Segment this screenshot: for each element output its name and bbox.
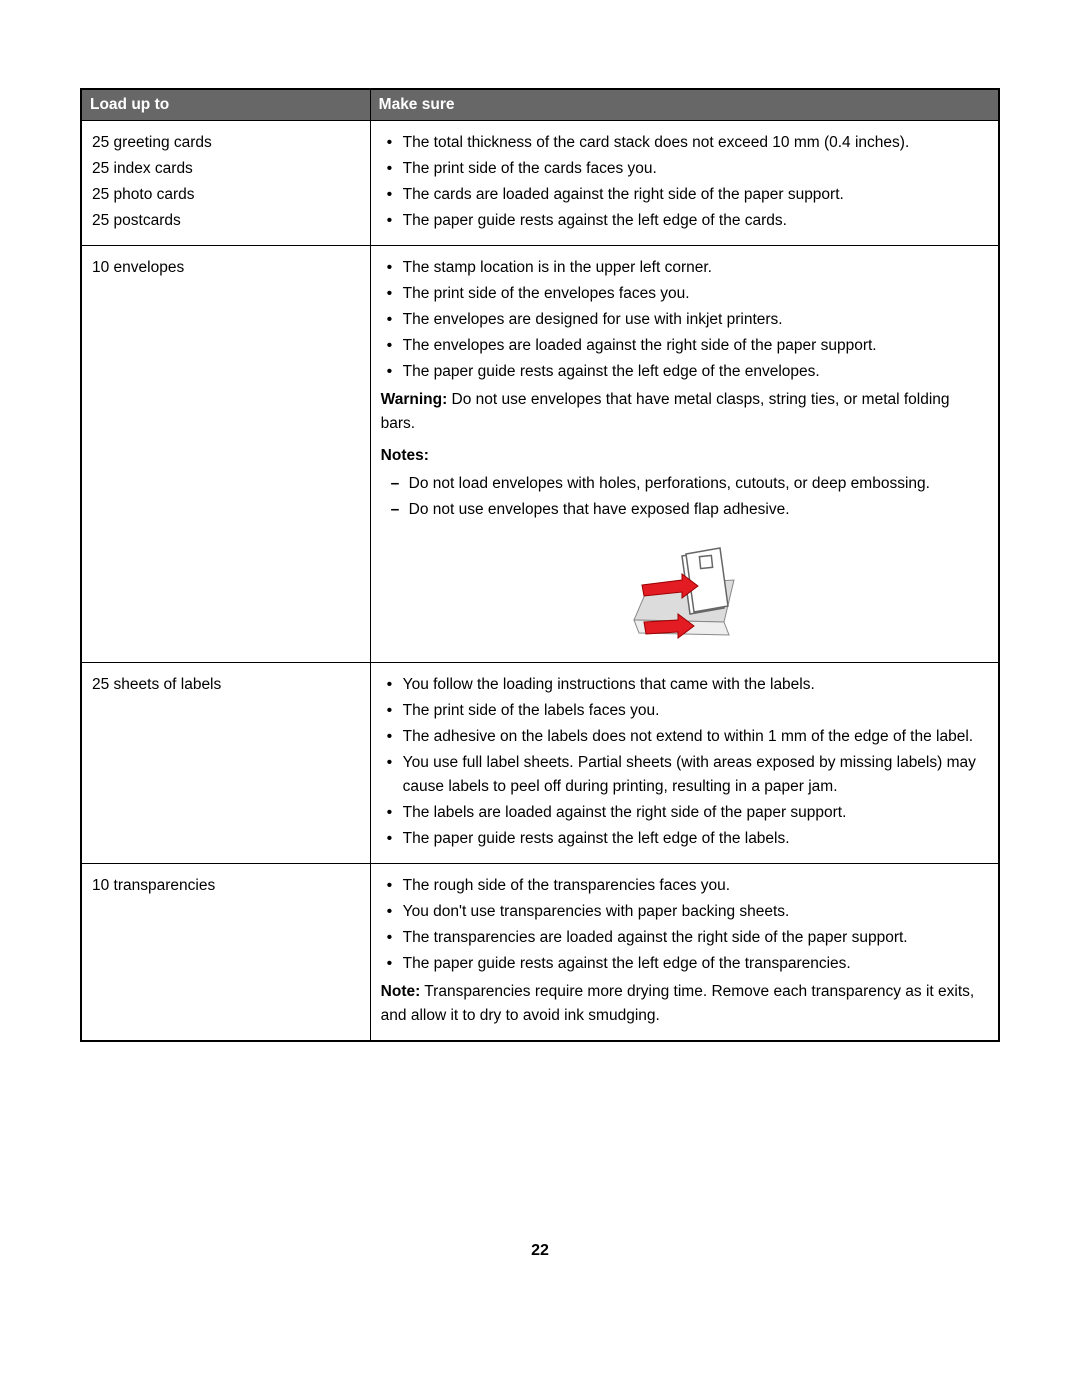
envelope-illustration-svg (604, 530, 764, 650)
cell-makesure: The rough side of the transparencies fac… (370, 864, 999, 1042)
cell-load: 25 greeting cards 25 index cards 25 phot… (81, 121, 370, 246)
page-number: 22 (80, 1242, 1000, 1260)
table-row: 25 greeting cards 25 index cards 25 phot… (81, 121, 999, 246)
cell-makesure: You follow the loading instructions that… (370, 663, 999, 864)
note-label: Note: (381, 983, 421, 1000)
media-load-table: Load up to Make sure 25 greeting cards 2… (80, 88, 1000, 1042)
warning-text: Do not use envelopes that have metal cla… (381, 391, 950, 432)
load-item: 10 envelopes (92, 256, 360, 280)
bullet-item: The cards are loaded against the right s… (381, 183, 988, 207)
load-item: 25 sheets of labels (92, 673, 360, 697)
bullet-item: The total thickness of the card stack do… (381, 131, 988, 155)
note-item: Do not load envelopes with holes, perfor… (381, 472, 988, 496)
envelope-load-illustration (381, 530, 988, 650)
cell-load: 10 transparencies (81, 864, 370, 1042)
bullet-item: The paper guide rests against the left e… (381, 952, 988, 976)
bullet-item: The labels are loaded against the right … (381, 801, 988, 825)
bullet-item: The transparencies are loaded against th… (381, 926, 988, 950)
bullet-item: The stamp location is in the upper left … (381, 256, 988, 280)
warning-line: Warning: Do not use envelopes that have … (381, 388, 988, 436)
header-make-sure: Make sure (370, 89, 999, 121)
header-load-up-to: Load up to (81, 89, 370, 121)
bullet-item: The rough side of the transparencies fac… (381, 874, 988, 898)
note-line: Note: Transparencies require more drying… (381, 980, 988, 1028)
cell-makesure: The stamp location is in the upper left … (370, 246, 999, 663)
load-item: 10 transparencies (92, 874, 360, 898)
load-item: 25 photo cards (92, 183, 360, 207)
document-page: Load up to Make sure 25 greeting cards 2… (0, 0, 1080, 1320)
bullet-item: You don't use transparencies with paper … (381, 900, 988, 924)
load-item: 25 index cards (92, 157, 360, 181)
bullet-item: You follow the loading instructions that… (381, 673, 988, 697)
table-row: 25 sheets of labels You follow the loadi… (81, 663, 999, 864)
table-row: 10 transparencies The rough side of the … (81, 864, 999, 1042)
note-item: Do not use envelopes that have exposed f… (381, 498, 988, 522)
cell-load: 25 sheets of labels (81, 663, 370, 864)
cell-makesure: The total thickness of the card stack do… (370, 121, 999, 246)
bullet-item: The envelopes are loaded against the rig… (381, 334, 988, 358)
bullet-item: The print side of the labels faces you. (381, 699, 988, 723)
bullet-item: The paper guide rests against the left e… (381, 827, 988, 851)
table-row: 10 envelopes The stamp location is in th… (81, 246, 999, 663)
load-item: 25 greeting cards (92, 131, 360, 155)
bullet-item: The print side of the cards faces you. (381, 157, 988, 181)
bullet-item: The adhesive on the labels does not exte… (381, 725, 988, 749)
notes-heading: Notes: (381, 444, 988, 468)
note-text: Transparencies require more drying time.… (381, 983, 975, 1024)
bullet-item: The paper guide rests against the left e… (381, 360, 988, 384)
bullet-item: The envelopes are designed for use with … (381, 308, 988, 332)
cell-load: 10 envelopes (81, 246, 370, 663)
warning-label: Warning: (381, 391, 448, 408)
bullet-item: The print side of the envelopes faces yo… (381, 282, 988, 306)
load-item: 25 postcards (92, 209, 360, 233)
bullet-item: The paper guide rests against the left e… (381, 209, 988, 233)
bullet-item: You use full label sheets. Partial sheet… (381, 751, 988, 799)
